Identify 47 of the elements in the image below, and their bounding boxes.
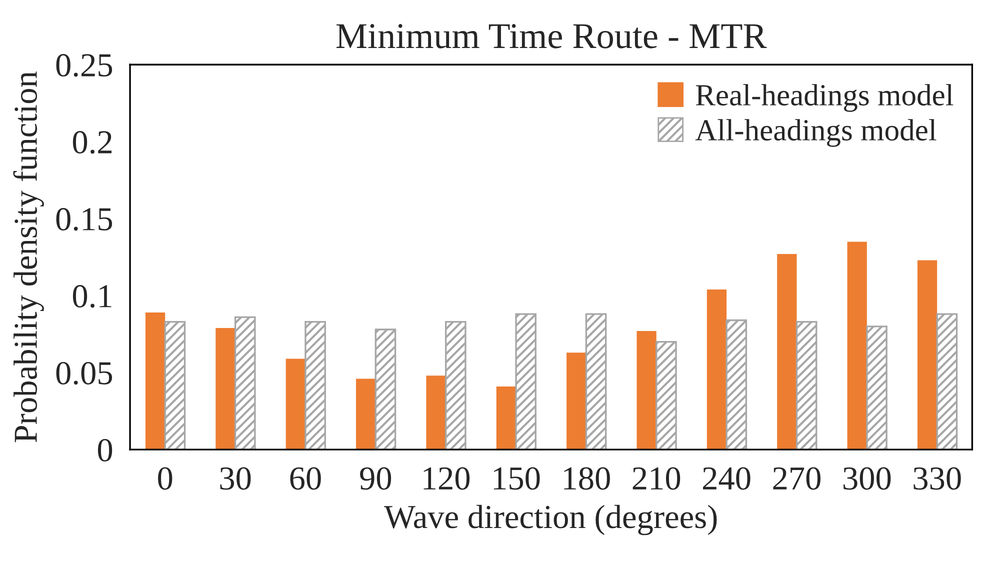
x-tick-label: 270 bbox=[773, 467, 820, 490]
x-tick-label: 300 bbox=[844, 467, 891, 490]
x-tick-label: 0 bbox=[158, 467, 172, 490]
x-tick-label: 90 bbox=[360, 467, 392, 490]
x-tick-label: 150 bbox=[494, 467, 540, 490]
bar bbox=[936, 313, 958, 450]
bar bbox=[636, 331, 656, 450]
legend-label: Real-headings model bbox=[696, 84, 954, 112]
bar bbox=[304, 320, 326, 450]
x-tick-label: 180 bbox=[564, 467, 610, 490]
y-axis-title: Probability density function bbox=[13, 72, 44, 442]
bar bbox=[706, 289, 727, 450]
y-tick-label: 0.15 bbox=[56, 208, 112, 231]
y-tick-label: 0.05 bbox=[56, 362, 112, 385]
bar bbox=[374, 328, 396, 450]
bar bbox=[866, 326, 888, 450]
x-tick-label: 120 bbox=[424, 467, 470, 490]
bar bbox=[656, 340, 677, 450]
bar bbox=[917, 260, 938, 450]
y-tick-label: 0 bbox=[98, 439, 112, 462]
y-tick-label: 0.2 bbox=[72, 131, 112, 154]
bar bbox=[566, 352, 586, 450]
x-axis-title: Wave direction (degrees) bbox=[384, 504, 717, 536]
y-tick-label: 0.25 bbox=[56, 54, 112, 77]
x-tick-label: 60 bbox=[290, 467, 321, 490]
x-tick-label: 240 bbox=[703, 467, 750, 490]
x-tick-label: 30 bbox=[220, 467, 251, 490]
bar bbox=[796, 320, 818, 450]
bar bbox=[777, 254, 797, 450]
bar bbox=[426, 376, 446, 450]
bar bbox=[164, 320, 186, 450]
x-tick-label: 330 bbox=[914, 467, 961, 490]
bar bbox=[515, 313, 537, 450]
bar bbox=[216, 328, 236, 450]
legend-label: All-headings model bbox=[695, 119, 936, 147]
bar bbox=[496, 386, 516, 450]
bar bbox=[585, 313, 607, 450]
x-tick-label: 210 bbox=[632, 467, 680, 490]
bar bbox=[356, 378, 376, 450]
bar bbox=[847, 242, 867, 450]
chart-title: Minimum Time Route - MTR bbox=[336, 24, 767, 48]
bar bbox=[234, 316, 256, 450]
bar bbox=[145, 312, 166, 450]
bar bbox=[286, 358, 306, 450]
bar bbox=[726, 319, 748, 450]
bar bbox=[445, 320, 466, 450]
y-tick-label: 0.1 bbox=[72, 285, 112, 308]
